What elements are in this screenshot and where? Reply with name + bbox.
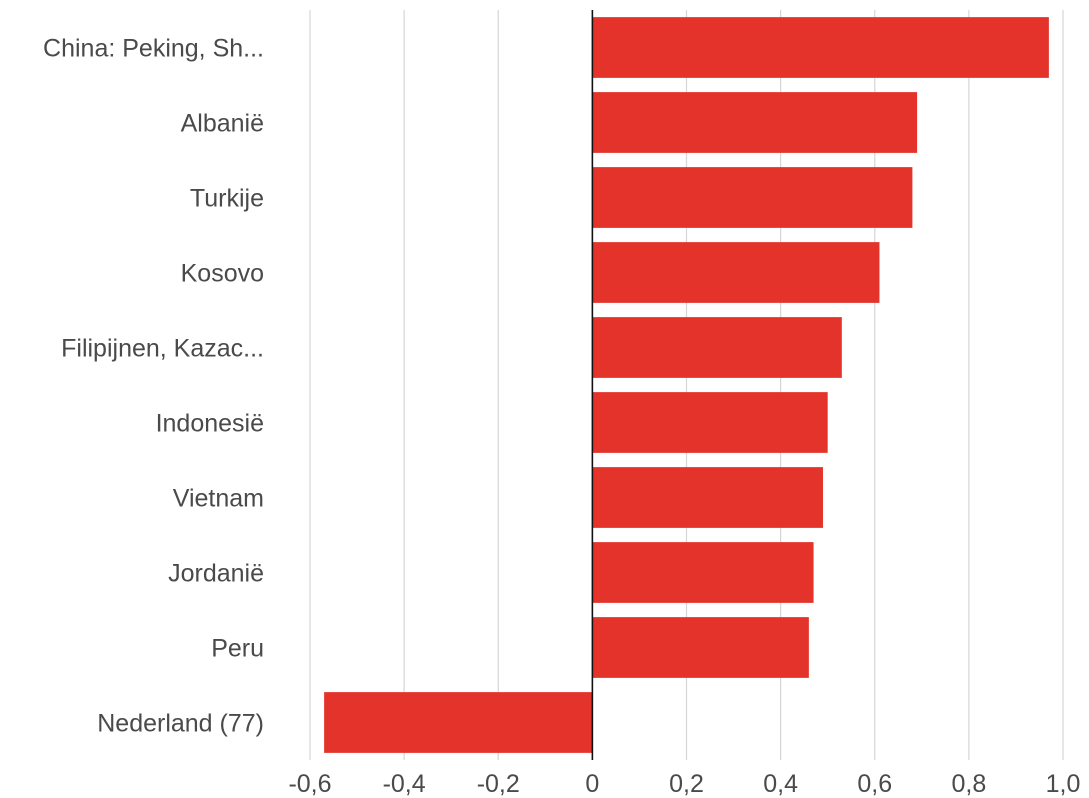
bar (592, 242, 880, 303)
x-tick-label: 0,8 (951, 770, 986, 798)
category-labels: China: Peking, Sh... Albanië Turkije Kosovo… (43, 35, 264, 738)
bar (592, 167, 913, 228)
x-tick-label: 0,4 (763, 770, 798, 798)
category-label: Jordanië (168, 560, 264, 588)
bar (592, 392, 828, 453)
category-label: Nederland (77) (97, 710, 264, 738)
x-tick-label: 0,6 (857, 770, 892, 798)
x-tick-label: -0,6 (288, 770, 331, 798)
bar (592, 17, 1049, 78)
bar (324, 692, 593, 753)
category-label: Indonesië (156, 410, 264, 438)
x-tick-label: 0,2 (669, 770, 704, 798)
bars (324, 17, 1049, 753)
x-tick-label: -0,2 (477, 770, 520, 798)
bar (592, 542, 814, 603)
bar (592, 317, 842, 378)
x-tick-labels: -0,6 -0,4 -0,2 0 0,2 0,4 0,6 0,8 1,0 (288, 770, 1080, 798)
category-label: Vietnam (173, 485, 264, 513)
bar (592, 92, 918, 153)
category-label: Peru (211, 635, 264, 663)
category-label: Turkije (190, 185, 264, 213)
category-label: Albanië (181, 110, 264, 138)
category-label: Kosovo (181, 260, 264, 288)
bar (592, 617, 809, 678)
x-tick-label: 0 (585, 770, 599, 798)
bar (592, 467, 823, 528)
category-label: Filipijnen, Kazac... (61, 335, 264, 363)
x-tick-label: 1,0 (1046, 770, 1081, 798)
category-label: China: Peking, Sh... (43, 35, 264, 63)
x-tick-label: -0,4 (383, 770, 426, 798)
